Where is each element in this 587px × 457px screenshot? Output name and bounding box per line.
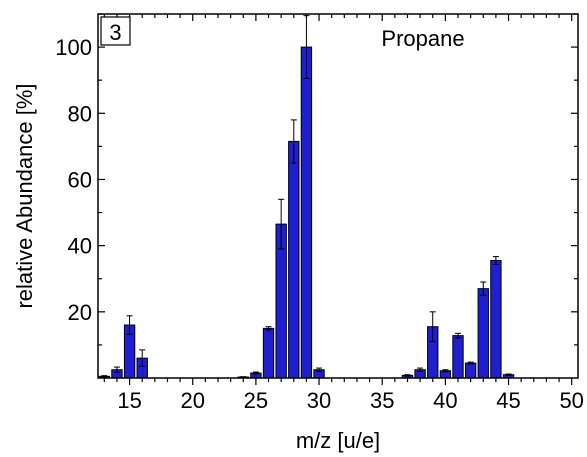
error-bar-mz-24 xyxy=(240,376,247,378)
chart-annotation: Propane xyxy=(381,26,464,51)
error-bar-mz-13 xyxy=(101,375,108,378)
bar-mz-29 xyxy=(300,46,313,379)
x-tick-label: 50 xyxy=(559,388,583,413)
error-bar-mz-44 xyxy=(492,256,499,265)
y-tick-label: 60 xyxy=(68,167,92,192)
panel-label: 3 xyxy=(109,20,121,45)
error-bar-mz-25 xyxy=(252,371,259,375)
bar-mz-42 xyxy=(464,362,477,379)
x-tick-label: 45 xyxy=(496,388,520,413)
error-bar-mz-30 xyxy=(316,367,323,372)
error-bar-mz-45 xyxy=(505,373,512,376)
error-bar-mz-38 xyxy=(417,367,424,372)
error-bar-mz-43 xyxy=(480,281,487,296)
error-bar-mz-27 xyxy=(278,198,285,250)
bars-layer xyxy=(98,46,515,379)
y-tick-label: 80 xyxy=(68,101,92,126)
x-tick-label: 15 xyxy=(117,388,141,413)
error-bar-mz-37 xyxy=(404,374,411,377)
x-tick-label: 30 xyxy=(307,388,331,413)
bar-mz-43 xyxy=(477,288,489,379)
ticks-layer: 15 20 25 30 35 40 45 50 20 40 60 80 100 xyxy=(55,13,584,413)
error-bar-mz-42 xyxy=(467,361,474,365)
bar-mz-41 xyxy=(452,335,464,379)
plot-frame xyxy=(97,13,579,379)
x-tick-label: 40 xyxy=(433,388,457,413)
bar-mz-26 xyxy=(262,327,275,379)
y-tick-label: 100 xyxy=(55,35,92,60)
error-bar-mz-26 xyxy=(265,326,272,331)
error-bar-mz-39 xyxy=(429,311,436,343)
error-bar-mz-16 xyxy=(139,349,146,367)
bar-mz-44 xyxy=(490,260,502,379)
bar-mz-28 xyxy=(288,140,300,379)
x-axis-label: m/z [u/e] xyxy=(296,428,380,453)
error-bar-mz-14 xyxy=(113,366,120,373)
x-tick-label: 35 xyxy=(370,388,394,413)
y-tick-label: 20 xyxy=(68,300,92,325)
error-bar-mz-28 xyxy=(290,119,297,164)
x-tick-label: 25 xyxy=(244,388,268,413)
error-bar-mz-40 xyxy=(442,369,449,373)
panel-label-box xyxy=(100,16,131,46)
y-axis-label: relative Abundance [%] xyxy=(12,83,37,308)
y-tick-label: 40 xyxy=(68,234,92,259)
error-bars-layer xyxy=(101,15,512,378)
error-bar-mz-41 xyxy=(455,332,461,339)
error-bar-mz-15 xyxy=(126,315,133,335)
x-tick-label: 20 xyxy=(180,388,204,413)
